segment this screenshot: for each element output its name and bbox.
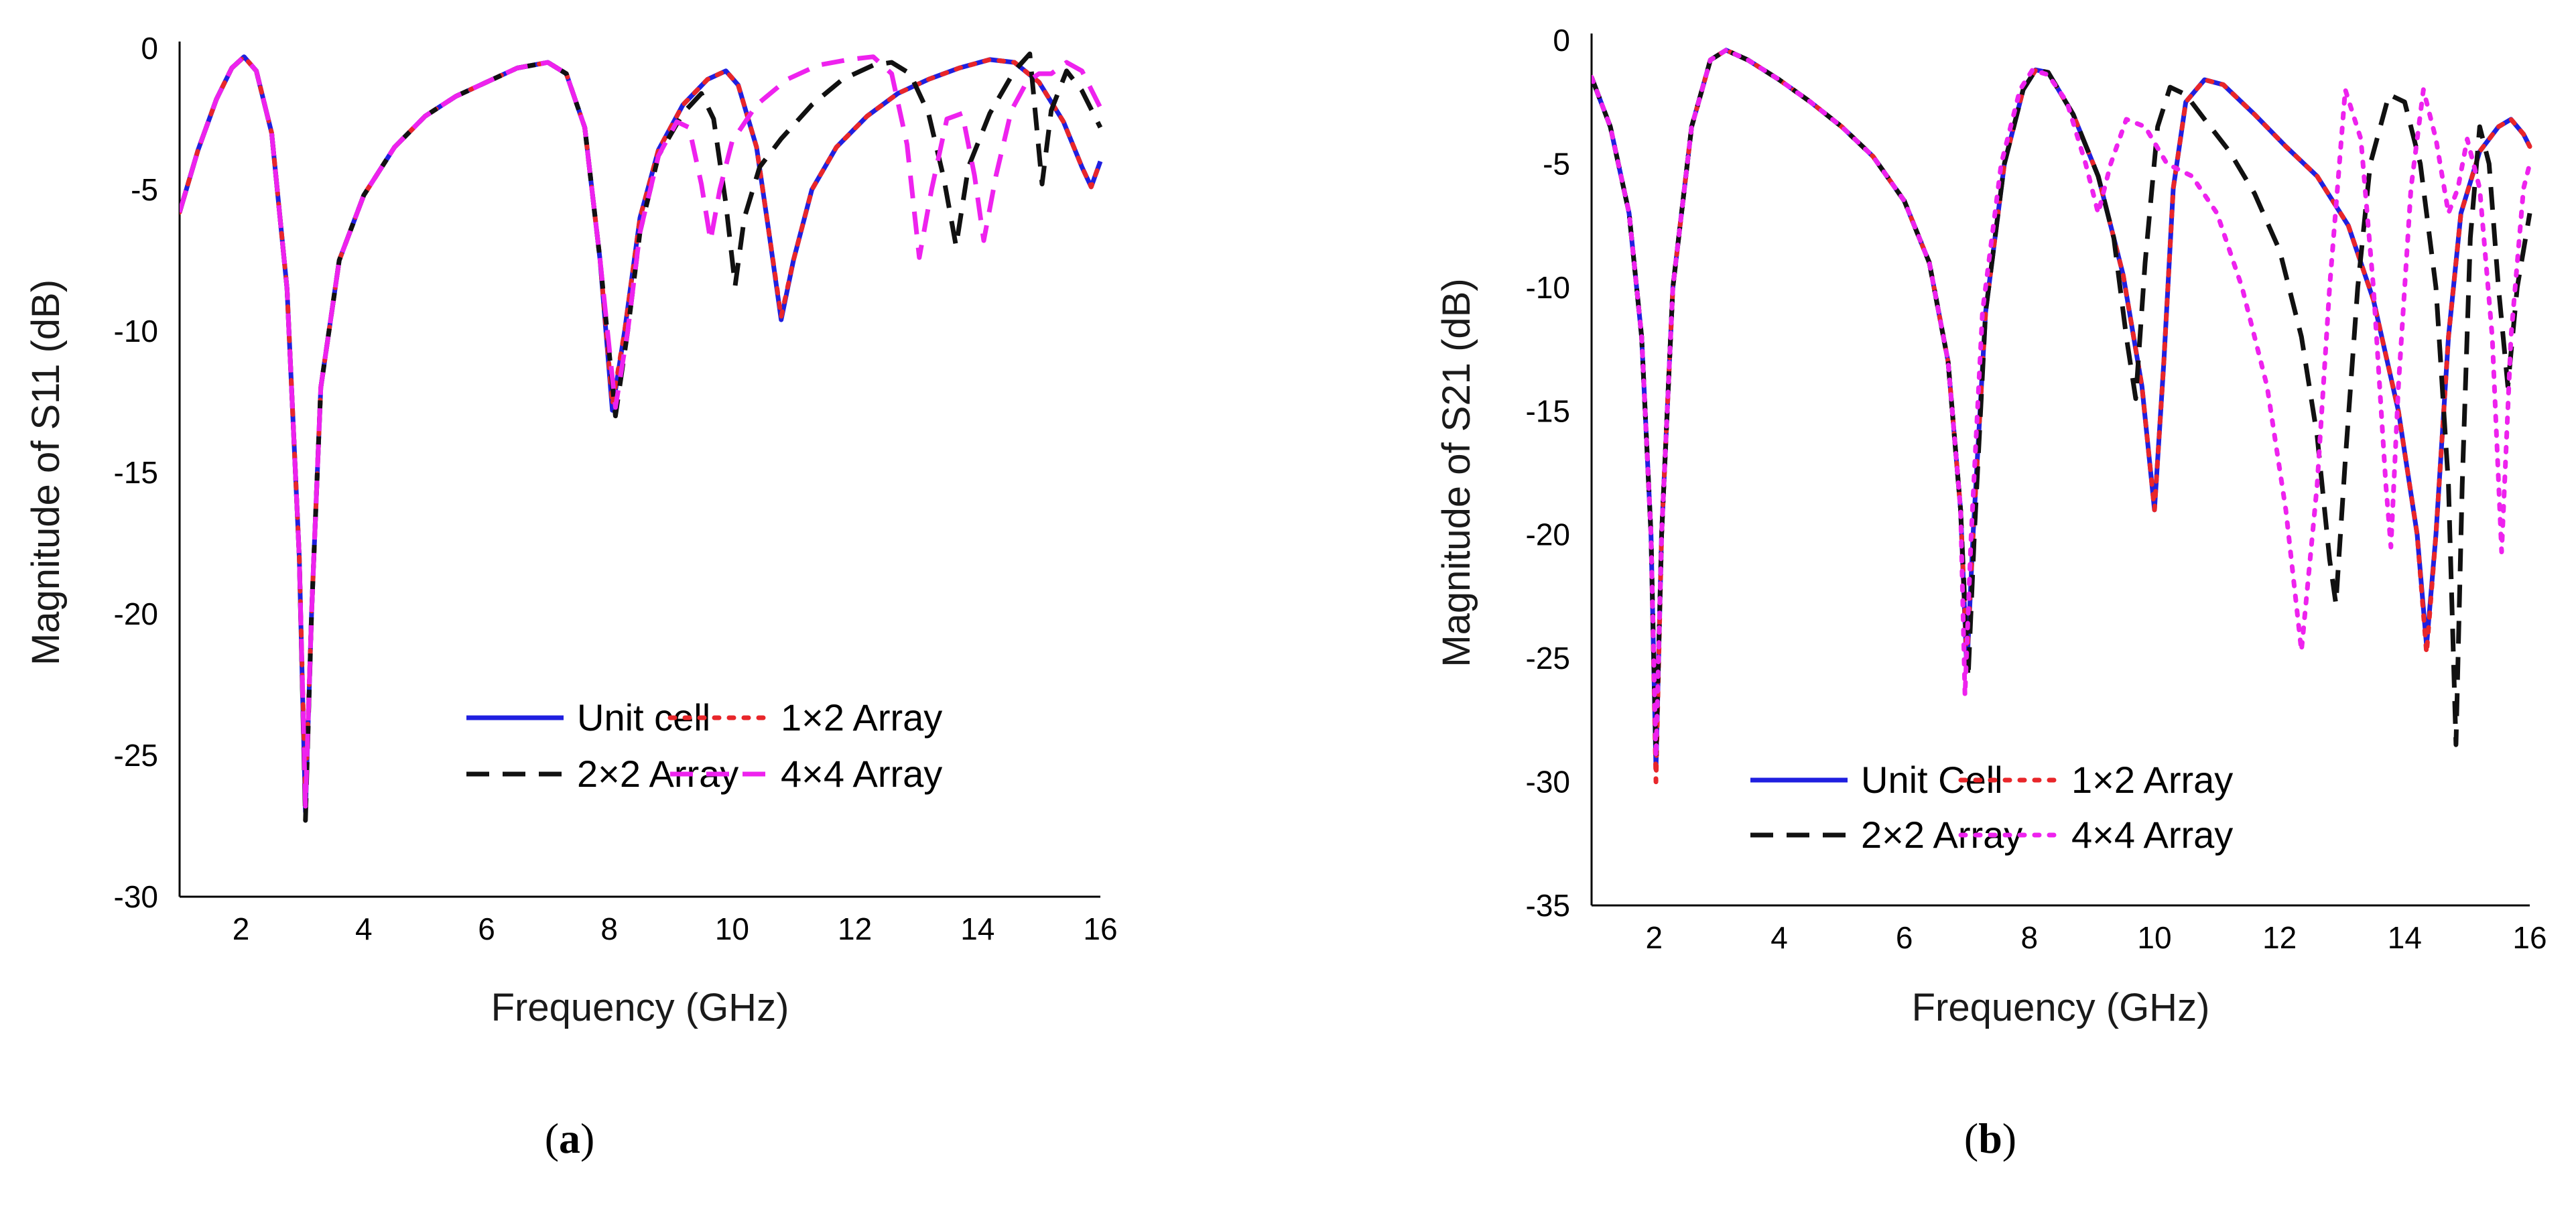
x-tick-label: 2 [233,911,250,946]
y-axis-title: Magnitude of S21 (dB) [1435,278,1478,667]
x-tick-label: 10 [2137,920,2171,955]
x-axis-title: Frequency (GHz) [491,986,789,1029]
x-tick-label: 4 [1770,920,1788,955]
y-tick-label: -5 [1543,146,1570,181]
x-tick-label: 2 [1646,920,1663,955]
x-tick-label: 6 [478,911,495,946]
y-tick-label: -15 [1526,393,1570,428]
x-tick-label: 12 [838,911,872,946]
y-tick-label: -25 [1526,641,1570,676]
y-tick-label: -5 [131,172,158,207]
y-tick-label: -10 [114,314,158,348]
x-tick-label: 4 [355,911,373,946]
legend-label: 1×2 Array [781,696,942,739]
x-tick-label: 12 [2262,920,2297,955]
x-tick-label: 14 [2388,920,2422,955]
legend-label: 2×2 Array [1861,814,2022,856]
x-tick-label: 6 [1896,920,1913,955]
y-tick-label: -30 [1526,765,1570,800]
x-tick-label: 16 [1083,911,1117,946]
x-tick-label: 16 [2512,920,2547,955]
y-tick-label: -10 [1526,270,1570,305]
panel-label: (a) [545,1115,595,1162]
y-tick-label: 0 [141,31,158,66]
x-tick-label: 8 [2021,920,2039,955]
x-axis-title: Frequency (GHz) [1912,986,2210,1029]
y-tick-label: -30 [114,879,158,914]
panel-label: (b) [1964,1115,2016,1162]
series-line-4-4-array [1592,48,2532,760]
legend-label: 4×4 Array [2071,814,2233,856]
legend-label: 4×4 Array [781,753,942,795]
y-tick-label: -20 [114,596,158,631]
series-line-2-2-array [1592,48,2532,760]
series-line-4-4-array [180,54,1103,809]
chart-a: 2 4 6 8 10 12 14 16 0 -5 -10 -15 -20 -25 -30 Frequency … [24,31,1118,1162]
legend-label: 1×2 Array [2071,759,2233,801]
y-tick-label: -35 [1526,888,1570,923]
y-axis-title: Magnitude of S11 (dB) [24,279,68,665]
y-tick-label: -15 [114,455,158,490]
y-tick-label: 0 [1553,23,1570,58]
y-tick-label: -20 [1526,517,1570,552]
x-tick-label: 10 [715,911,749,946]
x-tick-label: 8 [600,911,618,946]
chart-b: 2 4 6 8 10 12 14 16 0 -5 -10 -15 -20 -25 -30 -35 Frequen… [1435,23,2547,1162]
x-tick-label: 14 [960,911,994,946]
y-tick-label: -25 [114,738,158,773]
